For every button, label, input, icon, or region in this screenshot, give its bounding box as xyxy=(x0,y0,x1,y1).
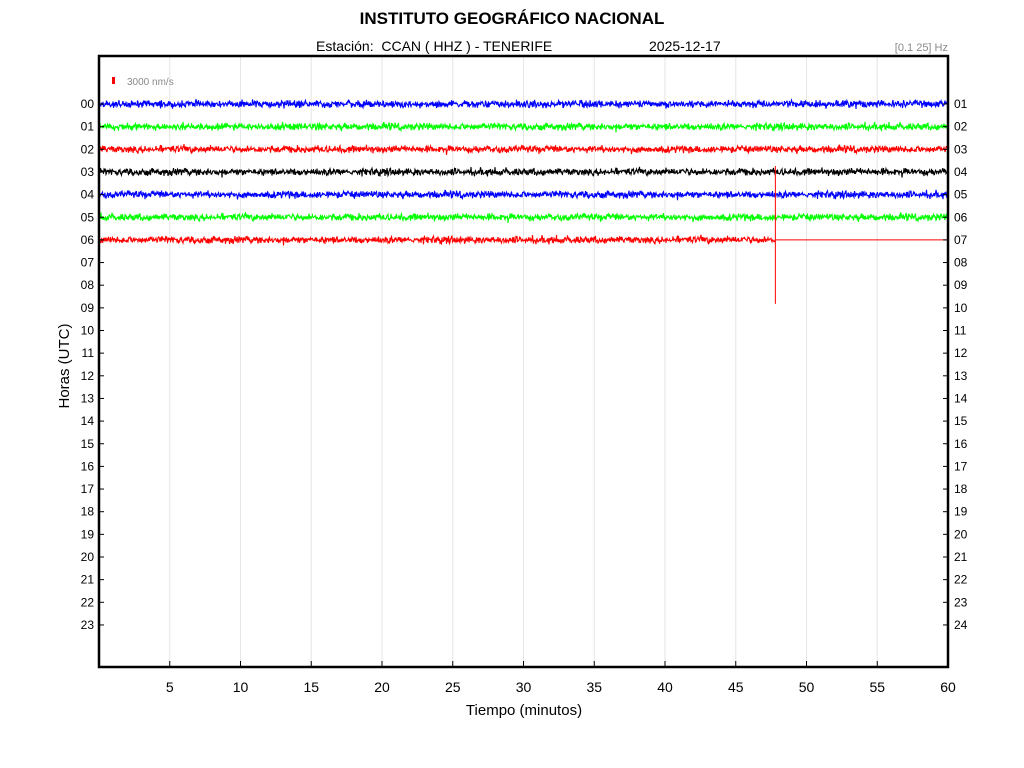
x-tick-label: 30 xyxy=(516,679,532,695)
trace-hour-03 xyxy=(98,166,949,178)
right-tick-label: 03 xyxy=(954,142,968,156)
trace-hour-04 xyxy=(98,188,949,201)
trace-hour-02 xyxy=(98,143,949,155)
right-tick-label: 02 xyxy=(954,120,968,134)
y-axis-label: Horas (UTC) xyxy=(56,323,73,408)
left-tick-label: 11 xyxy=(82,346,95,360)
left-tick-label: 16 xyxy=(81,459,95,473)
left-tick-label: 02 xyxy=(81,142,95,156)
trace-hour-06 xyxy=(98,234,776,246)
x-tick-label: 50 xyxy=(799,679,815,695)
right-tick-label: 15 xyxy=(954,414,968,428)
right-tick-label: 18 xyxy=(954,482,968,496)
x-tick-label: 40 xyxy=(657,679,673,695)
x-tick-label: 55 xyxy=(869,679,885,695)
date-label: 2025-12-17 xyxy=(649,38,721,54)
right-tick-label: 22 xyxy=(954,573,968,587)
x-axis-ticks: 5 10 15 20 25 30 35 40 45 50 55 60 xyxy=(166,661,956,695)
left-hour-ticks: 00 01 02 03 04 05 06 07 08 09 10 11 12 13 14 15 16 17 18 19… xyxy=(81,97,104,632)
right-tick-label: 24 xyxy=(954,618,968,632)
left-tick-label: 04 xyxy=(81,188,95,202)
left-tick-label: 18 xyxy=(81,505,95,519)
right-tick-label: 11 xyxy=(954,324,967,338)
scale-label: 3000 nm/s xyxy=(127,77,174,88)
scale-bar xyxy=(112,77,115,84)
grid-lines xyxy=(169,56,878,667)
left-tick-label: 20 xyxy=(81,550,95,564)
left-tick-label: 13 xyxy=(81,391,95,405)
left-tick-label: 10 xyxy=(81,324,95,338)
right-tick-label: 17 xyxy=(954,459,968,473)
right-tick-label: 01 xyxy=(954,97,968,111)
x-tick-label: 45 xyxy=(728,679,744,695)
station-label: Estación: CCAN ( HHZ ) - TENERIFE xyxy=(316,38,553,54)
right-tick-label: 13 xyxy=(954,369,968,383)
left-tick-label: 19 xyxy=(81,527,95,541)
current-time-marker xyxy=(774,165,948,304)
right-tick-label: 21 xyxy=(954,550,968,564)
left-tick-label: 22 xyxy=(81,595,95,609)
x-tick-label: 10 xyxy=(233,679,249,695)
x-tick-label: 5 xyxy=(166,679,174,695)
right-hour-ticks: 01 02 03 04 05 06 07 08 09 10 11 12 13 14 15 16 17 18 19 20… xyxy=(943,97,968,632)
trace-hour-00 xyxy=(98,97,949,110)
right-tick-label: 05 xyxy=(954,188,968,202)
x-tick-label: 60 xyxy=(940,679,956,695)
x-tick-label: 25 xyxy=(445,679,461,695)
left-tick-label: 15 xyxy=(81,437,95,451)
chart-title: INSTITUTO GEOGRÁFICO NACIONAL xyxy=(359,9,665,28)
x-tick-label: 20 xyxy=(374,679,390,695)
left-tick-label: 03 xyxy=(81,165,95,179)
left-tick-label: 07 xyxy=(81,256,95,270)
right-tick-label: 14 xyxy=(954,391,968,405)
right-tick-label: 07 xyxy=(954,233,968,247)
right-tick-label: 23 xyxy=(954,595,968,609)
left-tick-label: 09 xyxy=(81,301,95,315)
left-tick-label: 14 xyxy=(81,414,95,428)
scale-indicator: 3000 nm/s xyxy=(112,77,174,88)
filter-label: [0.1 25] Hz xyxy=(894,42,948,54)
right-tick-label: 19 xyxy=(954,505,968,519)
right-tick-label: 09 xyxy=(954,278,968,292)
left-tick-label: 05 xyxy=(81,210,95,224)
left-tick-label: 21 xyxy=(81,573,95,587)
x-axis-label: Tiempo (minutos) xyxy=(466,702,582,719)
left-tick-label: 06 xyxy=(81,233,95,247)
left-tick-label: 00 xyxy=(81,97,95,111)
trace-hour-05 xyxy=(98,211,949,223)
right-tick-label: 08 xyxy=(954,256,968,270)
trace-hour-01 xyxy=(98,121,949,133)
right-tick-label: 04 xyxy=(954,165,968,179)
left-tick-label: 23 xyxy=(81,618,95,632)
right-tick-label: 10 xyxy=(954,301,968,315)
left-tick-label: 08 xyxy=(81,278,95,292)
right-tick-label: 12 xyxy=(954,346,968,360)
x-tick-label: 15 xyxy=(303,679,319,695)
right-tick-label: 20 xyxy=(954,527,968,541)
right-tick-label: 16 xyxy=(954,437,968,451)
right-tick-label: 06 xyxy=(954,210,968,224)
x-tick-label: 35 xyxy=(586,679,602,695)
left-tick-label: 17 xyxy=(81,482,95,496)
seismic-traces xyxy=(98,97,949,246)
left-tick-label: 12 xyxy=(81,369,95,383)
left-tick-label: 01 xyxy=(81,120,95,134)
